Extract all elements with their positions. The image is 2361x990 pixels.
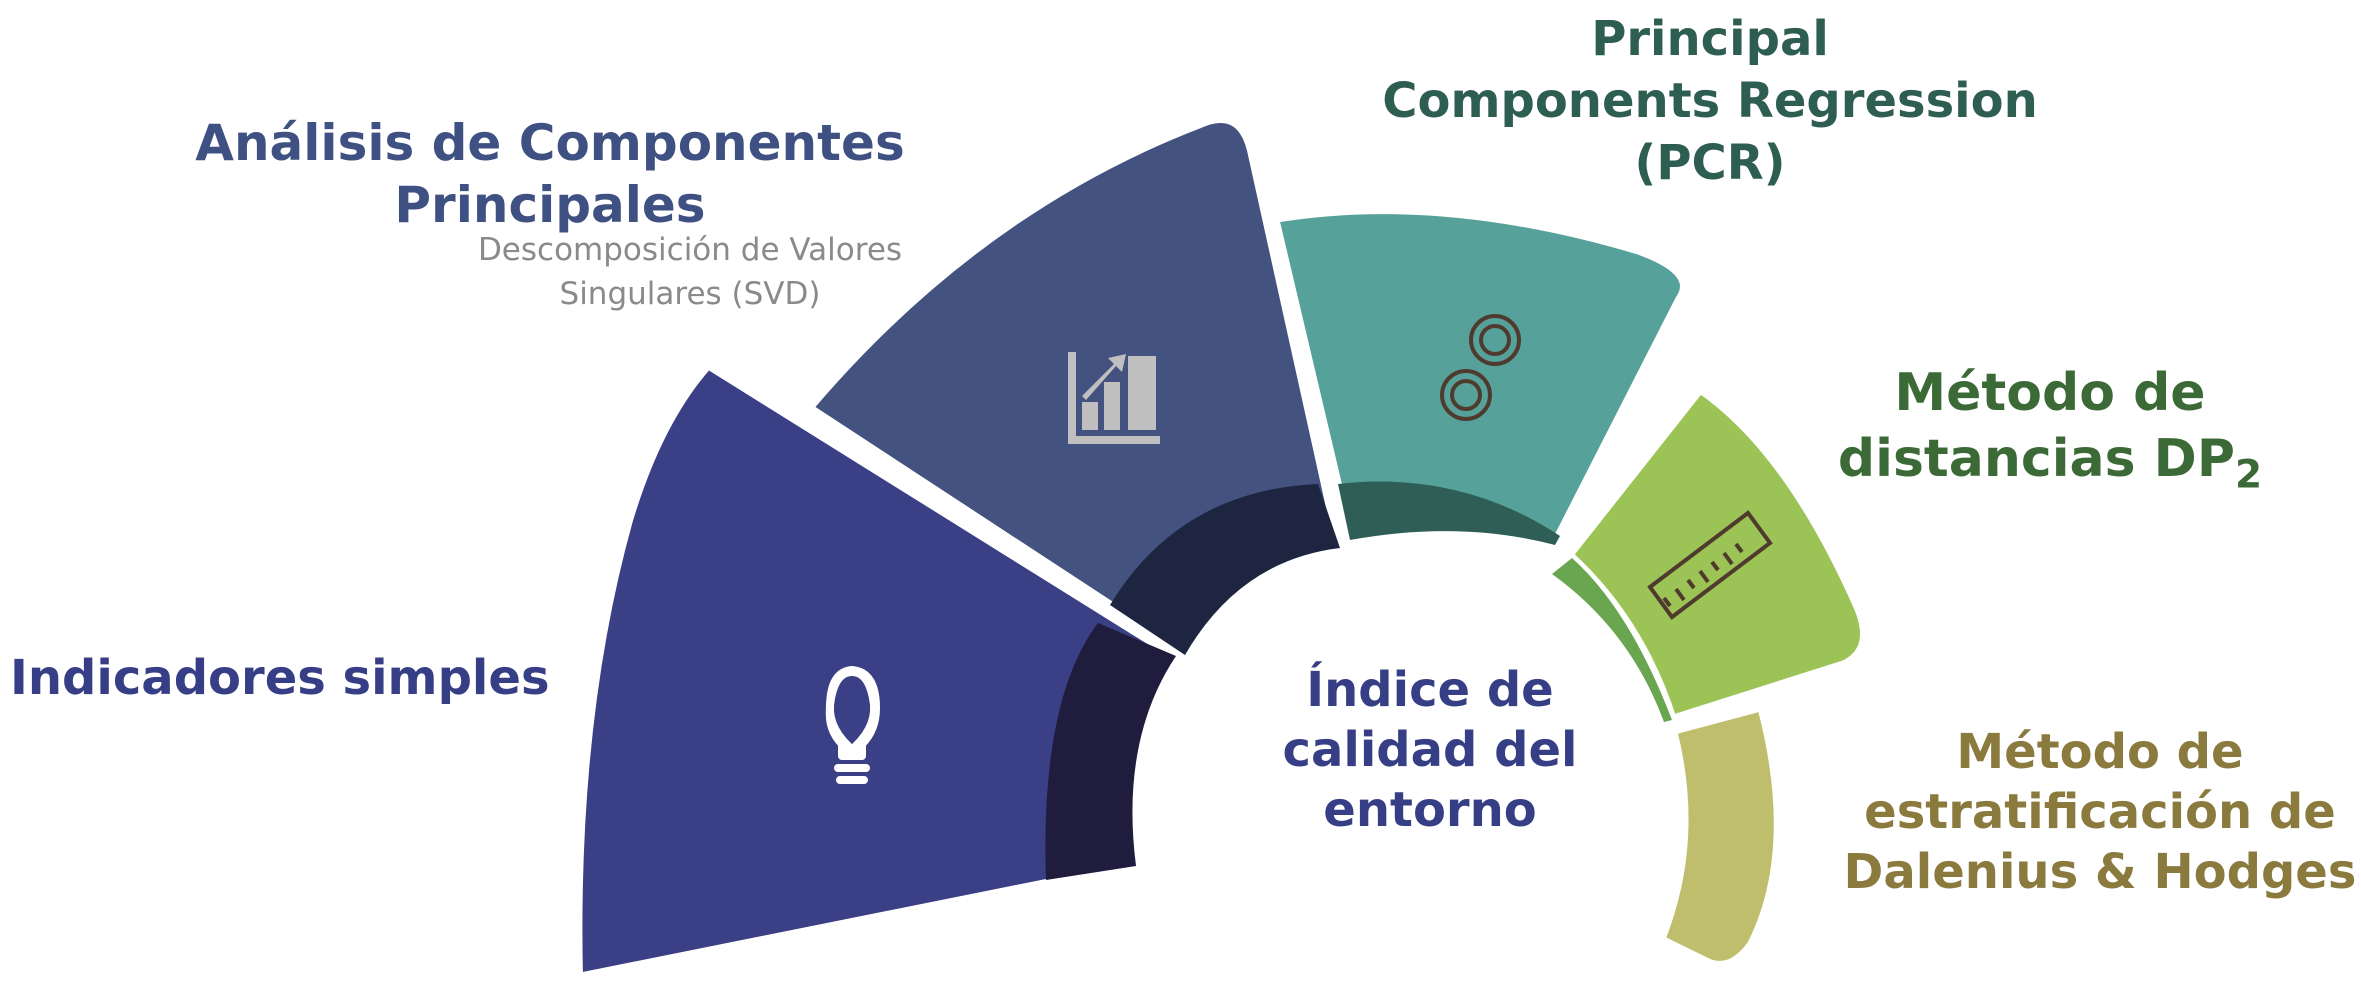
segment-metodo-dalenius-hodges xyxy=(1655,701,1784,971)
label-metodo-distancias-dp2: Método de distancias DP2 xyxy=(1800,360,2300,509)
label-indicadores-simples: Indicadores simples xyxy=(10,650,550,706)
dh-title-line-2: estratificación de xyxy=(1864,784,2336,840)
label-metodo-dalenius-hodges: Método de estratificación de Dalenius & … xyxy=(1830,722,2361,902)
segment-metodo-distancias-dp2 xyxy=(1563,383,1870,725)
pca-title-line-2: Principales xyxy=(394,176,706,234)
pcr-title-line-2: Components Regression xyxy=(1382,73,2038,129)
pca-subtitle-line-1: Descomposición de Valores xyxy=(477,232,903,268)
dh-title-line-3: Dalenius & Hodges xyxy=(1843,844,2357,900)
label-pca-subtitle-svd: Descomposición de Valores Singulares (SV… xyxy=(440,228,940,316)
dh-title-line-1: Método de xyxy=(1956,724,2244,780)
gears-icon xyxy=(1440,314,1521,421)
center-label-indice-calidad-entorno: Índice de calidad del entorno xyxy=(1220,660,1640,840)
center-line-3: entorno xyxy=(1323,782,1537,838)
ruler-icon xyxy=(1647,510,1773,620)
pcr-title-line-3: (PCR) xyxy=(1634,135,1786,191)
label-principal-components-regression: Principal Components Regression (PCR) xyxy=(1330,8,2090,194)
lightbulb-icon xyxy=(825,666,880,784)
dp2-title-line-2-wrap: distancias DP2 xyxy=(1800,426,2300,509)
bar-chart-icon xyxy=(1068,352,1160,444)
segment-indicadores-inner-band xyxy=(1045,623,1176,880)
segment-indicadores-simples xyxy=(572,359,1181,983)
center-line-2: calidad del xyxy=(1282,722,1578,778)
pcr-title-line-1: Principal xyxy=(1591,11,1829,67)
dp2-title-line-2: distancias DP xyxy=(1837,429,2235,489)
dp2-subscript: 2 xyxy=(2234,452,2263,498)
center-line-1: Índice de xyxy=(1306,662,1554,718)
segment-dp2-inner-band xyxy=(1552,558,1672,722)
segment-pca-inner-band xyxy=(1110,484,1340,655)
pca-title-line-1: Análisis de Componentes xyxy=(195,114,905,172)
label-analisis-componentes-principales: Análisis de Componentes Principales xyxy=(190,112,910,236)
pca-subtitle-line-2: Singulares (SVD) xyxy=(559,276,821,312)
dp2-title-line-1: Método de xyxy=(1894,363,2206,423)
segment-pcr-inner-band xyxy=(1338,481,1560,545)
